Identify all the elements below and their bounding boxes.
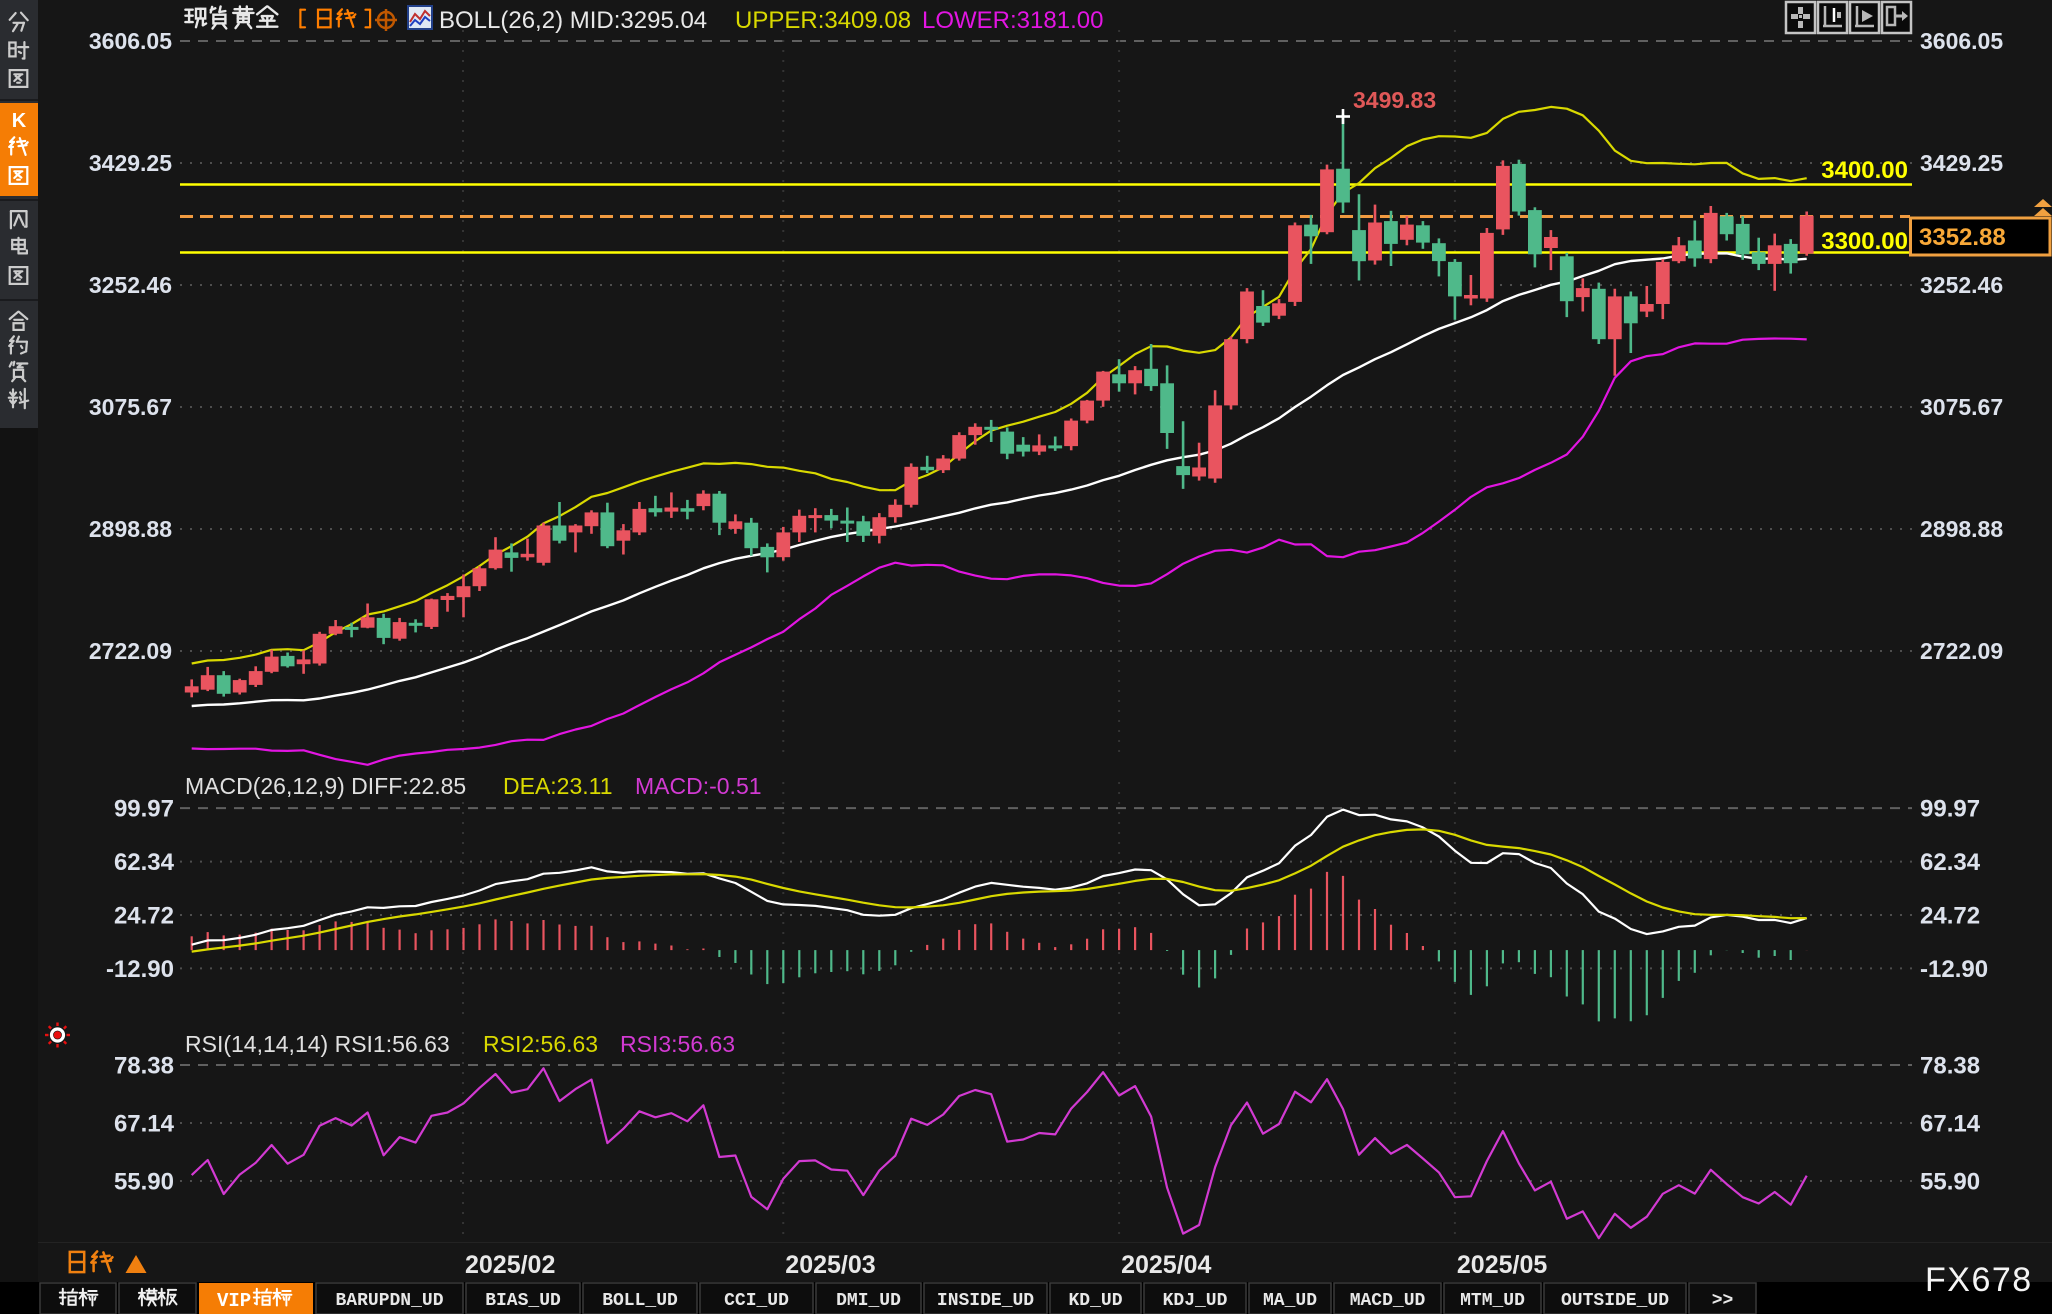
svg-text:78.38: 78.38 (114, 1053, 174, 1080)
svg-text:BIAS_UD: BIAS_UD (485, 1291, 561, 1311)
svg-text:2025/04: 2025/04 (1121, 1251, 1211, 1279)
svg-text:DMI_UD: DMI_UD (836, 1291, 901, 1311)
svg-text:BARUPDN_UD: BARUPDN_UD (335, 1291, 443, 1311)
svg-text:2898.88: 2898.88 (1920, 516, 2003, 542)
svg-text:MACD:-0.51: MACD:-0.51 (635, 773, 762, 799)
svg-text:99.97: 99.97 (1920, 796, 1980, 823)
svg-text:3352.88: 3352.88 (1919, 224, 2006, 251)
svg-text:DEA:23.11: DEA:23.11 (503, 773, 613, 799)
svg-text:MACD(26,12,9) DIFF:22.85: MACD(26,12,9) DIFF:22.85 (185, 773, 466, 799)
svg-text:INSIDE_UD: INSIDE_UD (937, 1291, 1034, 1311)
svg-text:2025/05: 2025/05 (1457, 1251, 1547, 1279)
svg-text:24.72: 24.72 (1920, 903, 1980, 930)
svg-text:BOLL_UD: BOLL_UD (602, 1291, 678, 1311)
svg-text:RSI3:56.63: RSI3:56.63 (620, 1031, 735, 1057)
svg-text:BOLL(26,2) MID:3295.04: BOLL(26,2) MID:3295.04 (439, 7, 707, 34)
svg-text:67.14: 67.14 (1920, 1111, 1981, 1138)
svg-text:3429.25: 3429.25 (1920, 150, 2003, 176)
svg-text:3400.00: 3400.00 (1821, 157, 1908, 184)
svg-text:>>: >> (1712, 1291, 1734, 1311)
svg-text:VIP: VIP (217, 1290, 251, 1312)
svg-text:CCI_UD: CCI_UD (724, 1291, 789, 1311)
svg-text:KDJ_UD: KDJ_UD (1163, 1291, 1228, 1311)
svg-text:MA_UD: MA_UD (1263, 1291, 1317, 1311)
svg-text:-12.90: -12.90 (106, 956, 174, 983)
svg-text:2722.09: 2722.09 (89, 638, 172, 664)
svg-text:2722.09: 2722.09 (1920, 638, 2003, 664)
svg-text:RSI2:56.63: RSI2:56.63 (483, 1031, 598, 1057)
svg-text:3252.46: 3252.46 (89, 272, 172, 298)
svg-text:LOWER:3181.00: LOWER:3181.00 (922, 7, 1103, 34)
svg-text:UPPER:3409.08: UPPER:3409.08 (735, 7, 911, 34)
svg-text:3606.05: 3606.05 (1920, 28, 2003, 54)
svg-text:3429.25: 3429.25 (89, 150, 172, 176)
svg-text:3252.46: 3252.46 (1920, 272, 2003, 298)
svg-text:K: K (12, 110, 27, 132)
svg-text:3300.00: 3300.00 (1821, 228, 1908, 255)
svg-text:FX678: FX678 (1925, 1261, 2033, 1299)
svg-text:55.90: 55.90 (114, 1169, 174, 1196)
svg-text:3606.05: 3606.05 (89, 28, 172, 54)
svg-text:MTM_UD: MTM_UD (1460, 1291, 1525, 1311)
svg-text:3075.67: 3075.67 (89, 394, 172, 420)
svg-text:99.97: 99.97 (114, 796, 174, 823)
svg-text:62.34: 62.34 (114, 849, 175, 876)
svg-text:RSI(14,14,14) RSI1:56.63: RSI(14,14,14) RSI1:56.63 (185, 1031, 450, 1057)
svg-text:KD_UD: KD_UD (1068, 1291, 1122, 1311)
svg-text:2025/02: 2025/02 (465, 1251, 555, 1279)
svg-text:62.34: 62.34 (1920, 849, 1981, 876)
svg-text:OUTSIDE_UD: OUTSIDE_UD (1561, 1291, 1669, 1311)
svg-text:MACD_UD: MACD_UD (1350, 1291, 1426, 1311)
svg-text:78.38: 78.38 (1920, 1053, 1980, 1080)
svg-text:24.72: 24.72 (114, 903, 174, 930)
svg-text:67.14: 67.14 (114, 1111, 175, 1138)
svg-text:3499.83: 3499.83 (1353, 87, 1436, 113)
svg-text:-12.90: -12.90 (1920, 956, 1988, 983)
svg-text:2898.88: 2898.88 (89, 516, 172, 542)
svg-text:3075.67: 3075.67 (1920, 394, 2003, 420)
svg-text:2025/03: 2025/03 (785, 1251, 875, 1279)
svg-text:55.90: 55.90 (1920, 1169, 1980, 1196)
